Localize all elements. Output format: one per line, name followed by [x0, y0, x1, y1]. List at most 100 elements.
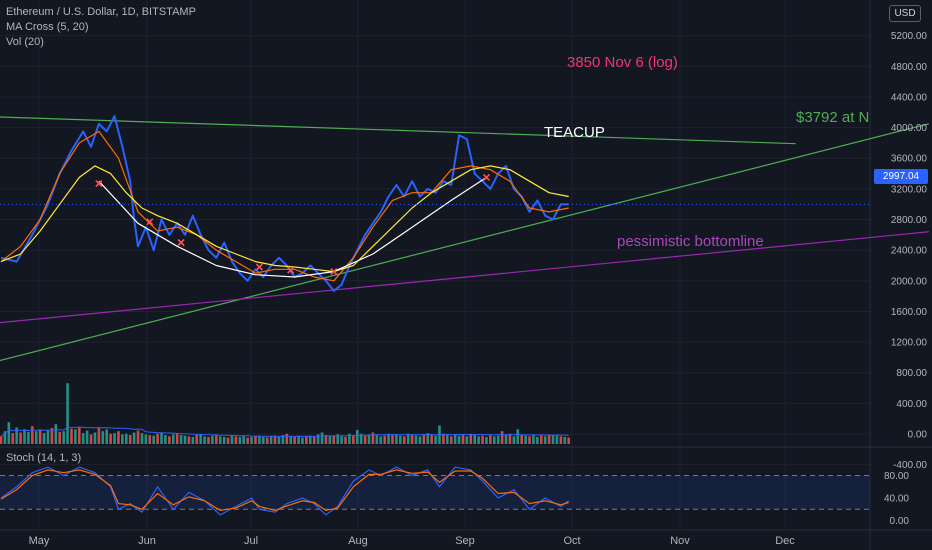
volume-bar [406, 433, 410, 444]
volume-bar [152, 435, 155, 444]
volume-bar [66, 383, 69, 444]
volume-bar [285, 433, 289, 444]
volume-bar [348, 433, 351, 444]
volume-bar [203, 436, 206, 444]
volume-bar [269, 436, 273, 444]
price-tick-label: -400.00 [893, 460, 927, 471]
trend-target-label[interactable]: $3792 at N [796, 109, 870, 126]
symbol-legend[interactable]: Ethereum / U.S. Dollar, 1D, BITSTAMP [6, 6, 196, 18]
cross-markers [95, 173, 491, 276]
trendlines [0, 116, 930, 362]
time-tick-label: Dec [775, 535, 795, 547]
volume-bar [136, 430, 140, 444]
volume-bar [551, 435, 555, 444]
volume-bar [70, 428, 73, 444]
time-tick-label: Sep [455, 535, 475, 547]
volume-bar [336, 434, 339, 444]
volume-bar [371, 432, 375, 444]
series-line [0, 115, 569, 292]
volume-bar [555, 435, 559, 444]
volume-bar [324, 435, 328, 444]
volume-bar [461, 435, 465, 444]
series-line [0, 130, 569, 282]
volume-bar [469, 433, 473, 444]
time-tick-label: Jul [244, 535, 258, 547]
volume-bar [105, 429, 109, 444]
volume-bar [238, 436, 242, 444]
volume-bar [144, 434, 148, 444]
currency-badge[interactable]: USD [889, 5, 921, 22]
volume-bar [489, 435, 492, 444]
price-tick-label: 2400.00 [891, 246, 928, 257]
axes: 5200.00 4800.00 4400.00 4000.00 3600.00 3200.… [0, 31, 927, 547]
volume-bar [132, 432, 136, 444]
price-tick-label: 2000.00 [891, 276, 928, 287]
time-tick-label: Oct [563, 535, 580, 547]
volume-bar [277, 436, 281, 444]
trendline [0, 231, 929, 324]
volume-bar [481, 435, 484, 444]
volume-bars [0, 383, 570, 444]
time-tick-label: Jun [138, 535, 156, 547]
volume-bar [262, 436, 265, 444]
ma-cross-legend[interactable]: MA Cross (5, 20) [6, 21, 89, 33]
ma-cross-marker [177, 238, 185, 247]
volume-bar [211, 435, 214, 444]
ma-cross-marker [482, 173, 491, 181]
volume-bar [367, 434, 371, 444]
volume-bar [543, 436, 547, 444]
volume-bar [175, 433, 179, 444]
volume-bar [50, 428, 54, 444]
volume-bar [215, 434, 218, 444]
volume-bar [500, 431, 504, 444]
volume-bar [297, 435, 300, 444]
volume-bar [414, 435, 418, 444]
volume-legend[interactable]: Vol (20) [6, 36, 44, 48]
volume-bar [442, 433, 445, 444]
volume-bar [301, 437, 304, 444]
target-note-label[interactable]: 3850 Nov 6 (log) [567, 54, 678, 71]
bottomline-label[interactable]: pessimistic bottomline [617, 233, 764, 250]
volume-bar [453, 434, 457, 444]
price-lines [0, 115, 569, 292]
volume-bar [465, 436, 469, 444]
volume-bar [97, 427, 101, 444]
volume-bar [281, 435, 285, 444]
time-tick-label: Nov [670, 535, 690, 547]
volume-bar [387, 433, 390, 444]
volume-bar [320, 432, 324, 444]
volume-bar [199, 434, 202, 444]
volume-bar [89, 434, 93, 444]
volume-bar [410, 435, 414, 444]
volume-bar [496, 435, 500, 444]
volume-bar [19, 432, 22, 444]
volume-bar [395, 434, 398, 444]
volume-bar [273, 435, 277, 444]
volume-bar [418, 436, 422, 444]
volume-bar [316, 434, 320, 444]
volume-bar [363, 435, 367, 444]
volume-bar [524, 435, 527, 444]
volume-bar [532, 434, 535, 444]
stoch-legend[interactable]: Stoch (14, 1, 3) [6, 452, 82, 464]
volume-bar [547, 434, 551, 444]
volume-bar [7, 422, 11, 444]
volume-bar [101, 431, 105, 444]
volume-bar [434, 435, 437, 444]
volume-bar [340, 436, 343, 444]
volume-bar [477, 436, 480, 444]
volume-bar [355, 429, 359, 444]
price-tick-label: 2800.00 [891, 215, 928, 226]
volume-bar [195, 435, 199, 444]
ma-cross-marker [146, 218, 154, 226]
volume-bar [308, 435, 312, 444]
stoch-d-line [0, 469, 569, 512]
teacup-label[interactable]: TEACUP [544, 124, 605, 141]
price-tick-label: 3200.00 [891, 184, 928, 195]
volume-bar [250, 436, 253, 444]
volume-bar [11, 433, 15, 444]
volume-bar [23, 429, 26, 444]
volume-bar [305, 436, 308, 444]
volume-bar [399, 435, 402, 444]
